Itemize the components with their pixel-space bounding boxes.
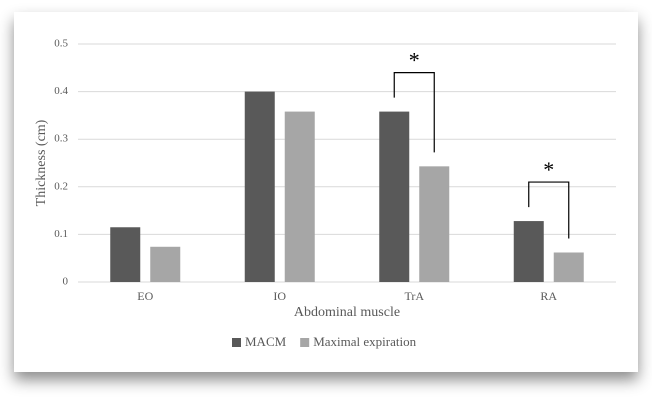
x-axis-label: Abdominal muscle — [294, 305, 400, 320]
bar — [110, 227, 141, 282]
bar — [284, 111, 315, 282]
legend-label: Maximal expiration — [313, 334, 416, 349]
bar — [244, 91, 275, 282]
legend-swatch — [300, 338, 310, 347]
bar — [379, 111, 410, 282]
x-tick-label: IO — [273, 289, 286, 303]
annotation: * — [409, 48, 420, 73]
significance-bracket — [528, 181, 570, 239]
chart-card — [14, 12, 638, 372]
y-tick-label: 0.3 — [54, 133, 68, 145]
bar — [553, 252, 584, 282]
y-tick-label: 0.5 — [54, 38, 68, 50]
x-tick-label: TrA — [404, 289, 424, 303]
bar — [419, 166, 450, 282]
significance-bracket — [393, 71, 435, 153]
y-axis-label: Thickness (cm) — [34, 119, 49, 206]
y-tick-label: 0 — [63, 276, 69, 288]
legend-label: MACM — [245, 334, 287, 349]
legend-swatch — [232, 338, 241, 347]
y-tick-label: 0.1 — [54, 228, 68, 240]
y-tick-label: 0.2 — [54, 180, 68, 192]
x-tick-label: EO — [137, 289, 153, 303]
bar — [513, 221, 544, 282]
y-tick-label: 0.4 — [54, 85, 68, 97]
annotation: * — [543, 157, 554, 182]
bar — [150, 246, 181, 282]
x-tick-label: RA — [540, 289, 557, 303]
